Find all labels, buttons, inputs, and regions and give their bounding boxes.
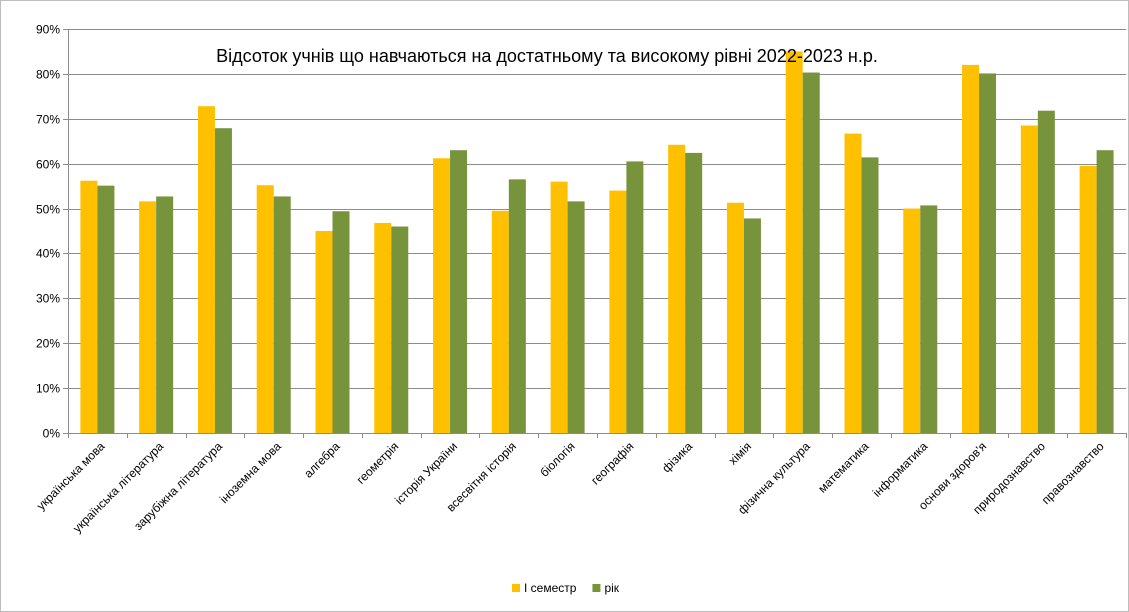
bar-year <box>214 128 232 433</box>
y-tick-label: 50% <box>36 203 60 217</box>
chart-title: Відсоток учнів що навчаються на достатнь… <box>216 46 878 66</box>
y-tick-label: 40% <box>36 247 60 261</box>
x-tick-label: правознавство <box>1039 439 1107 507</box>
legend-label: І семестр <box>524 581 577 595</box>
bar-semester <box>1020 125 1038 433</box>
bar-semester <box>374 222 392 433</box>
legend-swatch <box>512 584 520 592</box>
bar-year <box>156 196 174 433</box>
legend-label: рік <box>604 581 619 595</box>
y-tick-label: 0% <box>43 427 61 441</box>
x-tick-label: геометрія <box>354 439 402 487</box>
bar-semester <box>197 106 215 433</box>
bar-year <box>802 72 820 433</box>
bar-year <box>626 161 644 433</box>
bar-semester <box>668 144 686 433</box>
bar-semester <box>256 185 274 433</box>
bar-year <box>273 196 291 433</box>
y-tick-label: 10% <box>36 382 60 396</box>
bar-semester <box>903 208 921 433</box>
bar-year <box>685 152 703 434</box>
bar-year <box>97 185 115 433</box>
y-tick-label: 70% <box>36 113 60 127</box>
legend: І семестр рік <box>512 581 620 595</box>
bar-year <box>743 218 761 433</box>
x-tick-label: фізика <box>659 439 695 475</box>
bar-semester <box>844 133 862 433</box>
bar-semester <box>726 202 744 433</box>
bar-year <box>567 201 585 433</box>
bar-year <box>1096 150 1114 433</box>
bar-semester <box>433 158 451 433</box>
bar-semester <box>609 190 627 433</box>
bar-year <box>979 73 997 433</box>
bar-semester <box>785 51 803 433</box>
legend-swatch <box>592 584 601 592</box>
y-axis: 0% 10% 20% 30% 40% 50% 60% 70% 80% 90% <box>36 23 69 441</box>
x-tick-label: алгебра <box>301 439 343 481</box>
x-tick-label: географія <box>588 439 636 487</box>
bar-semester <box>1079 165 1097 433</box>
bar-year <box>920 205 938 433</box>
x-tick-label: іноземна мова <box>217 439 284 506</box>
x-tick-label: хімія <box>726 439 754 467</box>
x-tick-label: біологія <box>537 439 578 480</box>
bar-year <box>450 150 468 433</box>
bar-semester <box>315 231 333 433</box>
bar-semester <box>962 64 980 434</box>
x-tick-label: математика <box>815 439 872 496</box>
bar-semester <box>550 181 568 433</box>
y-tick-label: 60% <box>36 158 60 172</box>
bars <box>80 51 1114 434</box>
y-tick-label: 20% <box>36 337 60 351</box>
bar-year <box>861 157 879 434</box>
bar-semester <box>139 201 157 433</box>
y-tick-label: 80% <box>36 68 60 82</box>
x-tick-label: інформатика <box>870 439 931 500</box>
y-tick-label: 30% <box>36 292 60 306</box>
bar-year <box>332 211 350 433</box>
y-tick-label: 90% <box>36 23 60 37</box>
bar-year <box>1037 110 1055 433</box>
bar-year <box>508 179 526 433</box>
bar-semester <box>491 210 509 433</box>
bar-semester <box>80 180 98 433</box>
bar-year <box>391 226 409 433</box>
